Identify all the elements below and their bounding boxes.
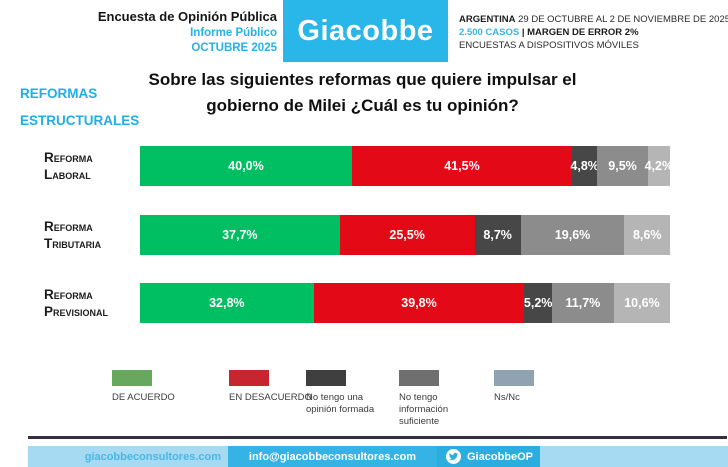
bar-value: 8,6% xyxy=(632,228,662,242)
bar-value: 5,2% xyxy=(523,296,553,310)
stacked-bar: 37,7% 25,5% 8,7% 19,6% 8,6% xyxy=(140,215,670,255)
stacked-bar: 40,0% 41,5% 4,8% 9,5% 4,2% xyxy=(140,146,673,186)
bar-segment: 10,6% xyxy=(613,283,670,323)
bar-segment: 4,8% xyxy=(570,146,599,186)
category-label: Reforma Laboral xyxy=(44,150,93,182)
legend-item: Ns/Nc xyxy=(494,370,534,404)
footer-divider xyxy=(28,436,727,439)
bar-value: 37,7% xyxy=(222,228,258,242)
bar-segment: 25,5% xyxy=(339,215,475,255)
fieldwork-dates: 29 DE OCTUBRE AL 2 DE NOVIEMBRE DE 2025 xyxy=(515,14,728,25)
category-label: Reforma Tributaria xyxy=(44,219,102,251)
bar-value: 8,7% xyxy=(483,228,512,242)
margin-of-error: | MARGEN DE ERROR 2% xyxy=(519,27,639,38)
chart-legend: DE ACUERDO EN DESACUERDO No tengo una opin… xyxy=(0,370,728,430)
legend-label: No tengo información suficiente xyxy=(399,392,449,427)
section-label: REFORMAS ESTRUCTURALES xyxy=(20,80,139,134)
bar-value: 25,5% xyxy=(389,228,425,242)
bar-value: 10,6% xyxy=(624,296,660,310)
bar-segment: 32,8% xyxy=(140,283,314,323)
header-right-block: ARGENTINA 29 DE OCTUBRE AL 2 DE NOVIEMBR… xyxy=(459,13,728,52)
bar-segment: 37,7% xyxy=(140,215,340,255)
bar-value: 39,8% xyxy=(401,296,437,310)
footer-twitter-link[interactable]: GiacobbeOP xyxy=(437,446,540,467)
twitter-handle: GiacobbeOP xyxy=(467,450,534,463)
footer-email-link[interactable]: info@giacobbeconsultores.com xyxy=(228,446,437,467)
legend-item: DE ACUERDO xyxy=(112,370,175,404)
stacked-bar: 32,8% 39,8% 5,2% 11,7% 10,6% xyxy=(140,283,670,323)
chart-row: Reforma Laboral 40,0% 41,5% 4,8% 9,5% 4,2% xyxy=(0,146,728,186)
legend-swatch xyxy=(399,370,439,386)
report-period: OCTUBRE 2025 xyxy=(191,42,277,54)
fieldwork-line: ARGENTINA 29 DE OCTUBRE AL 2 DE NOVIEMBR… xyxy=(459,13,728,26)
brand-logo: Giacobbe xyxy=(283,0,448,62)
country-label: ARGENTINA xyxy=(459,14,516,25)
legend-swatch xyxy=(306,370,346,386)
bar-segment: 39,8% xyxy=(313,283,525,323)
legend-swatch xyxy=(229,370,269,386)
bar-value: 4,8% xyxy=(570,159,599,173)
study-title: Encuesta de Opinión Pública xyxy=(97,9,277,24)
report-type: Informe Público xyxy=(190,27,277,39)
legend-item: No tengo información suficiente xyxy=(399,370,479,428)
bar-segment: 4,2% xyxy=(645,146,673,186)
legend-label: DE ACUERDO xyxy=(112,392,175,403)
bar-value: 9,5% xyxy=(608,159,637,173)
bar-segment: 41,5% xyxy=(352,146,572,186)
legend-label: Ns/Nc xyxy=(494,392,520,403)
legend-item: EN DESACUERDO xyxy=(229,370,312,404)
bar-value: 40,0% xyxy=(228,159,264,173)
question-title-line2: gobierno de Milei ¿Cuál es tu opinión? xyxy=(206,96,519,115)
bar-segment: 5,2% xyxy=(524,283,552,323)
cases-count: 2.500 CASOS xyxy=(459,27,520,38)
bar-value: 32,8% xyxy=(209,296,245,310)
footer-website-link[interactable]: giacobbeconsultores.com xyxy=(84,450,221,463)
chart-row: Reforma Previsional 32,8% 39,8% 5,2% 11,7% 10… xyxy=(0,283,728,323)
footer-bar: giacobbeconsultores.com info@giacobbecon… xyxy=(28,446,728,467)
chart: Reforma Laboral 40,0% 41,5% 4,8% 9,5% 4,2% Ref… xyxy=(0,146,728,366)
legend-item: No tengo una opinión formada xyxy=(306,370,386,416)
section-label-line1: REFORMAS xyxy=(20,86,98,101)
legend-swatch xyxy=(112,370,152,386)
question-title: Sobre las siguientes reformas que quiere… xyxy=(110,67,615,119)
legend-swatch xyxy=(494,370,534,386)
brand-logo-text: Giacobbe xyxy=(297,14,434,47)
bar-value: 4,2% xyxy=(644,159,674,173)
bar-segment: 8,6% xyxy=(624,215,670,255)
legend-label: No tengo una opinión formada xyxy=(306,392,375,415)
chart-row: Reforma Tributaria 37,7% 25,5% 8,7% 19,6% 8,6… xyxy=(0,215,728,255)
bar-value: 41,5% xyxy=(444,159,480,173)
bar-segment: 40,0% xyxy=(140,146,352,186)
footer-filler xyxy=(540,446,728,467)
bar-segment: 11,7% xyxy=(551,283,614,323)
bar-segment: 8,7% xyxy=(474,215,521,255)
bar-segment: 9,5% xyxy=(597,146,648,186)
header-left-block: Encuesta de Opinión Pública Informe Públ… xyxy=(0,9,277,55)
bar-segment: 19,6% xyxy=(520,215,625,255)
cases-line: 2.500 CASOS | MARGEN DE ERROR 2% xyxy=(459,26,728,39)
category-label: Reforma Previsional xyxy=(44,287,109,319)
bar-value: 19,6% xyxy=(554,228,591,242)
method-line: ENCUESTAS A DISPOSITIVOS MÓVILES xyxy=(459,40,639,51)
legend-label: EN DESACUERDO xyxy=(229,392,312,403)
section-label-line2: ESTRUCTURALES xyxy=(20,113,140,128)
question-title-line1: Sobre las siguientes reformas que quiere… xyxy=(148,70,577,89)
twitter-icon xyxy=(446,449,461,464)
bar-value: 11,7% xyxy=(565,296,601,310)
